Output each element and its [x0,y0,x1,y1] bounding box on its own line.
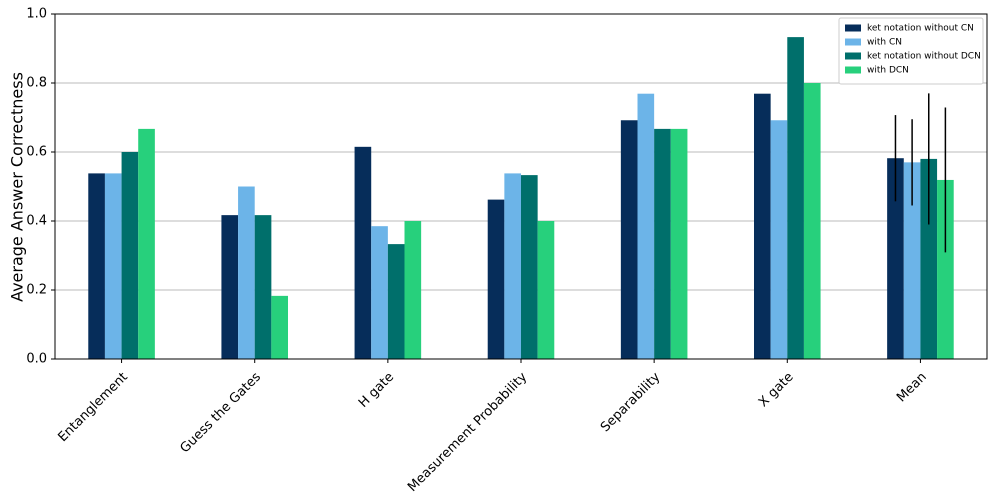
bar [521,175,538,359]
bar [637,93,655,359]
legend-label: with DCN [867,66,909,76]
bar [88,173,105,359]
bar [620,120,638,359]
bar [221,215,239,359]
x-tick-label: Separability [598,369,664,435]
bar [371,226,388,359]
bar [770,120,788,359]
y-tick-label: 0.2 [26,283,47,298]
legend-label: ket notation without CN [867,24,974,34]
bar [271,295,288,359]
bar [104,173,122,359]
bar [387,244,405,359]
y-tick-label: 0.4 [26,214,47,229]
bar [920,158,938,359]
bar [670,128,688,359]
legend-swatch [845,24,861,32]
bar [254,215,272,359]
bar [504,173,521,359]
bar [787,37,804,360]
bar [138,128,155,359]
x-tick-label: Guess the Gates [177,370,264,457]
plot-frame [54,13,988,360]
legend-swatch [845,66,861,74]
legend-label: with CN [867,38,902,48]
bar [537,221,555,359]
y-tick-label: 1.0 [26,7,47,22]
bar [803,83,821,359]
y-tick-label: 0.8 [26,76,47,91]
bar [121,152,139,359]
bar [404,221,422,359]
legend-swatch [845,52,861,60]
x-tick-label: Mean [894,370,930,406]
legend: ket notation without CN with CN ket notati… [838,17,984,85]
legend-label: ket notation without DCN [867,52,981,62]
y-tick-label: 0.6 [26,145,47,160]
x-tick-label: Entanglement [55,370,130,445]
bar [238,186,255,359]
legend-frame [838,17,984,85]
bar [354,146,372,359]
legend-swatch [845,38,861,46]
x-tick-label: X gate [756,370,797,411]
bar [903,162,921,359]
bar [754,93,771,359]
y-tick-label: 0.0 [26,352,47,367]
y-axis-label: Average Answer Correctness [8,72,27,302]
bar [937,179,954,359]
bar [887,158,904,359]
x-tick-label: H gate [356,370,397,411]
bar [654,128,671,359]
bar [487,199,505,359]
x-tick-label: Measurement Probability [405,369,530,494]
